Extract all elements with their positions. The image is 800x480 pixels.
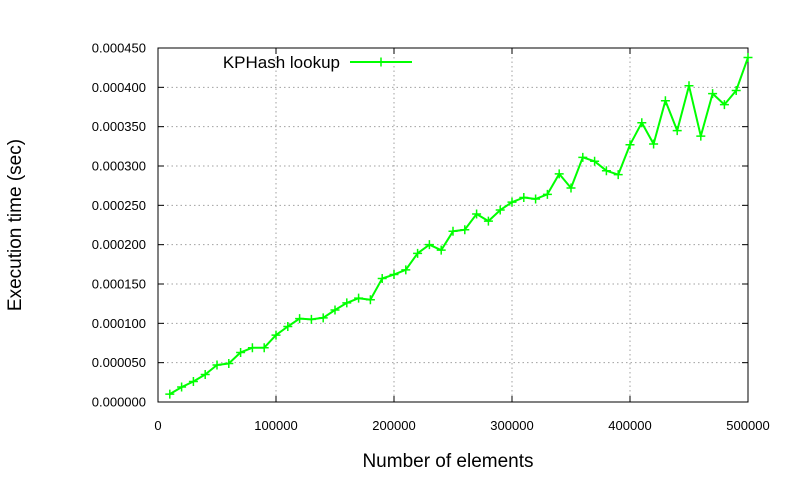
- y-tick-label: 0.000300: [92, 159, 146, 174]
- data-point-marker: [448, 226, 458, 236]
- data-point-marker: [731, 85, 741, 95]
- data-point-marker: [601, 166, 611, 176]
- plot-frame: [157, 47, 749, 403]
- data-point-marker: [649, 139, 659, 149]
- data-point-marker: [342, 298, 352, 308]
- data-point-marker: [672, 126, 682, 136]
- data-point-marker: [212, 360, 222, 370]
- data-point-marker: [295, 314, 305, 324]
- legend: KPHash lookup: [223, 53, 412, 72]
- x-tick-label: 0: [154, 418, 161, 433]
- series-layer: [165, 52, 753, 399]
- data-point-marker: [507, 197, 517, 207]
- data-point-marker: [165, 389, 175, 399]
- data-point-marker: [613, 170, 623, 180]
- x-axis-title: Number of elements: [362, 451, 533, 472]
- data-point-marker: [554, 169, 564, 179]
- grid-lines: [158, 48, 748, 402]
- y-axis-title: Execution time (sec): [5, 139, 26, 311]
- x-tick-label: 200000: [372, 418, 415, 433]
- data-point-marker: [684, 81, 694, 91]
- data-point-marker: [578, 152, 588, 162]
- data-point-marker: [354, 293, 364, 303]
- data-point-marker: [177, 382, 187, 392]
- legend-marker: [376, 57, 386, 67]
- data-point-marker: [224, 358, 234, 368]
- data-point-marker: [401, 265, 411, 275]
- data-point-marker: [696, 131, 706, 141]
- data-point-marker: [271, 330, 281, 340]
- data-point-marker: [236, 347, 246, 357]
- legend-label: KPHash lookup: [223, 53, 340, 72]
- data-point-marker: [708, 89, 718, 99]
- data-point-marker: [660, 96, 670, 106]
- data-point-marker: [188, 377, 198, 387]
- data-point-marker: [531, 194, 541, 204]
- y-tick-label: 0.000400: [92, 80, 146, 95]
- data-point-marker: [306, 314, 316, 324]
- data-point-marker: [566, 183, 576, 193]
- data-point-marker: [472, 209, 482, 219]
- data-point-marker: [377, 273, 387, 283]
- data-point-marker: [259, 343, 269, 353]
- series-line: [169, 57, 749, 395]
- x-tick-label: 300000: [490, 418, 533, 433]
- data-point-marker: [743, 52, 753, 62]
- data-point-marker: [625, 140, 635, 150]
- data-point-marker: [330, 305, 340, 315]
- y-tick-labels: 0.000000 0.000050 0.000100 0.000150 0.000200…: [92, 41, 146, 410]
- data-point-marker: [413, 248, 423, 258]
- x-tick-label: 100000: [254, 418, 297, 433]
- data-point-marker: [365, 295, 375, 305]
- data-point-marker: [283, 321, 293, 331]
- tick-marks: [157, 47, 749, 403]
- data-point-marker: [247, 343, 257, 353]
- data-point-marker: [542, 189, 552, 199]
- data-point-marker: [637, 118, 647, 128]
- x-tick-label: 400000: [608, 418, 651, 433]
- y-tick-label: 0.000200: [92, 237, 146, 252]
- data-point-marker: [483, 216, 493, 226]
- y-tick-label: 0.000150: [92, 277, 146, 292]
- y-tick-label: 0.000050: [92, 355, 146, 370]
- data-point-marker: [460, 225, 470, 235]
- y-tick-label: 0.000250: [92, 198, 146, 213]
- x-tick-label: 500000: [726, 418, 769, 433]
- y-tick-label: 0.000000: [92, 395, 146, 410]
- y-tick-label: 0.000450: [92, 41, 146, 56]
- x-tick-labels: 0 100000 200000 300000 400000 500000: [154, 418, 769, 433]
- data-point-marker: [389, 270, 399, 280]
- data-point-marker: [200, 369, 210, 379]
- data-point-marker: [424, 240, 434, 250]
- data-point-marker: [519, 192, 529, 202]
- data-point-marker: [436, 245, 446, 255]
- y-tick-label: 0.000350: [92, 119, 146, 134]
- data-point-marker: [495, 205, 505, 215]
- data-point-marker: [590, 156, 600, 166]
- y-tick-label: 0.000100: [92, 316, 146, 331]
- data-point-marker: [318, 313, 328, 323]
- data-point-marker: [719, 100, 729, 110]
